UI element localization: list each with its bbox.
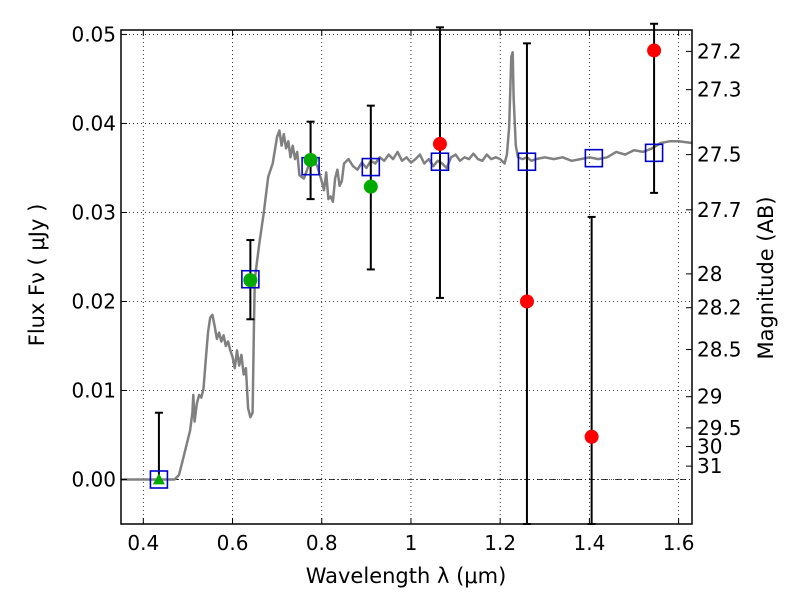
y-tick-label: 0.04	[71, 111, 116, 135]
y-tick-label: 0.00	[71, 467, 116, 491]
model-flux-square	[517, 152, 537, 172]
mag-tick-label: 27.5	[697, 143, 742, 167]
mag-tick-label: 29.5	[697, 416, 742, 440]
y-tick-label: 0.01	[71, 378, 116, 402]
plot-area	[121, 22, 693, 525]
x-tick-label: 1.2	[484, 531, 516, 555]
x-tick-label: 0.6	[217, 531, 249, 555]
y-tick-label: 0.02	[71, 289, 116, 313]
y-axis-label: Flux Fν ( μJy )	[25, 204, 49, 347]
photometry-point	[303, 152, 318, 167]
x-tick-label: 0.4	[127, 531, 159, 555]
model-flux-square	[149, 470, 169, 489]
model-flux-square	[584, 148, 604, 168]
x-axis-label: Wavelength λ (μm)	[306, 564, 507, 588]
photometry-point	[363, 179, 378, 194]
mag-tick-label: 27.3	[697, 78, 742, 102]
photometry-point	[584, 429, 599, 444]
upper-limit-triangle	[152, 473, 165, 485]
mag-tick-label: 28	[697, 262, 722, 286]
model-flux-square	[644, 143, 664, 163]
model-flux-square	[430, 152, 450, 172]
mag-tick-label: 27.7	[697, 198, 742, 222]
axes: 0.4 0.6 0.8 1 1.2 1.4 1.6 0.00 0.01 0.02 0.03 0.04 0…	[71, 22, 741, 555]
photometry-point	[432, 136, 447, 151]
x-tick-label: 1.4	[573, 531, 605, 555]
plot-frame	[120, 29, 693, 525]
x-tick-label: 1.6	[663, 531, 695, 555]
mag-tick-label: 30	[697, 435, 722, 459]
photometry-point	[519, 294, 534, 309]
magnitude-axis-label: Magnitude (AB)	[754, 196, 778, 359]
y-tick-label: 0.05	[71, 22, 116, 46]
grid	[121, 30, 692, 524]
mag-tick-label: 29	[697, 385, 722, 409]
mag-tick-label: 28.2	[697, 296, 742, 320]
mag-tick-label: 28.5	[697, 338, 742, 362]
x-tick-label: 0.8	[306, 531, 338, 555]
sed-model-curve	[121, 51, 693, 481]
y-tick-label: 0.03	[71, 200, 116, 224]
x-tick-label: 1	[405, 531, 418, 555]
mag-tick-label: 27.2	[697, 39, 742, 63]
model-flux-square	[241, 269, 260, 289]
mag-tick-label: 31	[697, 454, 722, 478]
model-flux-square	[361, 157, 381, 177]
photometry-point	[647, 43, 662, 58]
photometry-point	[243, 273, 258, 288]
